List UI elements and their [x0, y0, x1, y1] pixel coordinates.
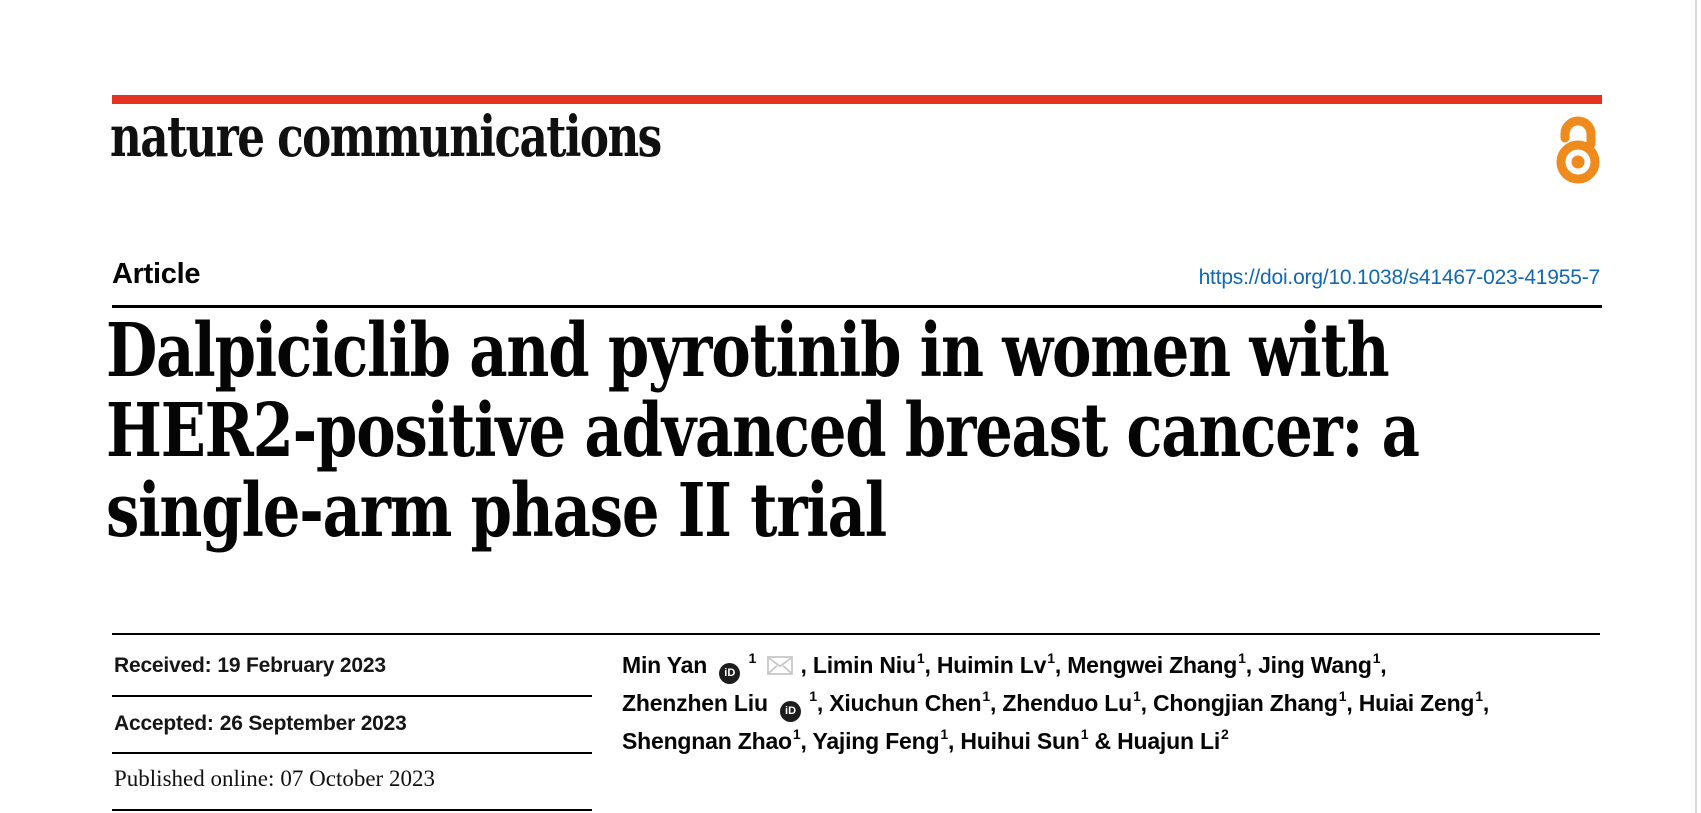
history-rule [112, 752, 592, 754]
affiliation-superscript: 1 [748, 650, 757, 667]
author-name-text: , Huimin Lv [924, 652, 1047, 678]
affiliation-superscript: 1 [809, 688, 817, 705]
affiliation-superscript: 1 [1132, 688, 1141, 705]
history-rule [112, 695, 592, 697]
author-line: Min Yan iD 1 , Limin Niu1, Huimin Lv1, M… [622, 648, 1582, 686]
journal-logo: nature communications [110, 104, 662, 170]
article-title: Dalpiciclib and pyrotinib in women with … [106, 308, 1420, 554]
affiliation-superscript: 1 [916, 650, 925, 667]
accepted-label: Accepted: [114, 712, 214, 735]
orcid-icon[interactable]: iD [719, 662, 741, 684]
page-edge-line [1695, 0, 1697, 813]
affiliation-superscript: 1 [1475, 688, 1483, 705]
author-name-text: Zhenzhen Liu [622, 690, 768, 716]
author-name-text: , Jing Wang [1245, 652, 1372, 678]
author-name-text: Shengnan Zhao [622, 728, 792, 754]
affiliation-superscript: 1 [1372, 650, 1381, 667]
history-top-rule [112, 633, 1600, 635]
affiliation-superscript: 1 [1080, 726, 1089, 743]
orcid-icon[interactable]: iD [780, 700, 802, 722]
doi-row: https://doi.org/10.1038/s41467-023-41955… [112, 266, 1601, 290]
article-type-label: Article [112, 258, 201, 290]
article-title-line: HER2-positive advanced breast cancer: a [106, 388, 1420, 474]
author-name-text: Min Yan [622, 652, 708, 678]
author-name-text: , [1380, 652, 1387, 678]
affiliation-superscript: 1 [1047, 650, 1055, 667]
published-date-row: Published online: 07 October 2023 [114, 766, 435, 792]
received-value: 19 February 2023 [217, 654, 386, 677]
doi-link[interactable]: https://doi.org/10.1038/s41467-023-41955… [1198, 266, 1601, 289]
received-label: Received: [114, 654, 212, 677]
author-name-text: , Chongjian Zhang [1140, 690, 1338, 716]
author-name-text: & Huajun Li [1088, 728, 1221, 754]
author-list: Min Yan iD 1 , Limin Niu1, Huimin Lv1, M… [622, 648, 1582, 762]
affiliation-superscript: 1 [1338, 688, 1347, 705]
affiliation-superscript: 1 [1238, 650, 1246, 667]
article-divider-rule [112, 305, 1602, 308]
author-name-text: , [1482, 690, 1490, 716]
email-envelope-icon[interactable] [767, 650, 794, 684]
affiliation-superscript: 1 [792, 726, 801, 743]
published-value: 07 October 2023 [280, 766, 435, 791]
article-title-line: single-arm phase II trial [106, 468, 887, 554]
author-name-text: , Mengwei Zhang [1054, 652, 1238, 678]
author-name-text: , Yajing Feng [800, 728, 940, 754]
author-name-text: , Zhenduo Lu [990, 690, 1132, 716]
affiliation-superscript: 1 [982, 688, 990, 705]
author-line: Zhenzhen Liu iD 1, Xiuchun Chen1, Zhendu… [622, 686, 1582, 724]
article-title-line: Dalpiciclib and pyrotinib in women with [106, 308, 1390, 394]
received-date-row: Received: 19 February 2023 [114, 654, 386, 678]
author-line: Shengnan Zhao1, Yajing Feng1, Huihui Sun… [622, 724, 1582, 762]
affiliation-superscript: 2 [1221, 726, 1229, 743]
affiliation-superscript: 1 [940, 726, 948, 743]
author-name-text: , Huiai Zeng [1346, 690, 1475, 716]
accepted-value: 26 September 2023 [219, 712, 407, 735]
author-name-text: , Xiuchun Chen [816, 690, 982, 716]
author-name-text: , Limin Niu [800, 652, 917, 678]
brand-red-bar [112, 95, 1602, 104]
published-label: Published online: [114, 766, 275, 791]
history-rule [112, 809, 592, 811]
accepted-date-row: Accepted: 26 September 2023 [114, 712, 407, 736]
open-access-padlock-icon [1556, 116, 1600, 184]
author-name-text: , Huihui Sun [947, 728, 1080, 754]
